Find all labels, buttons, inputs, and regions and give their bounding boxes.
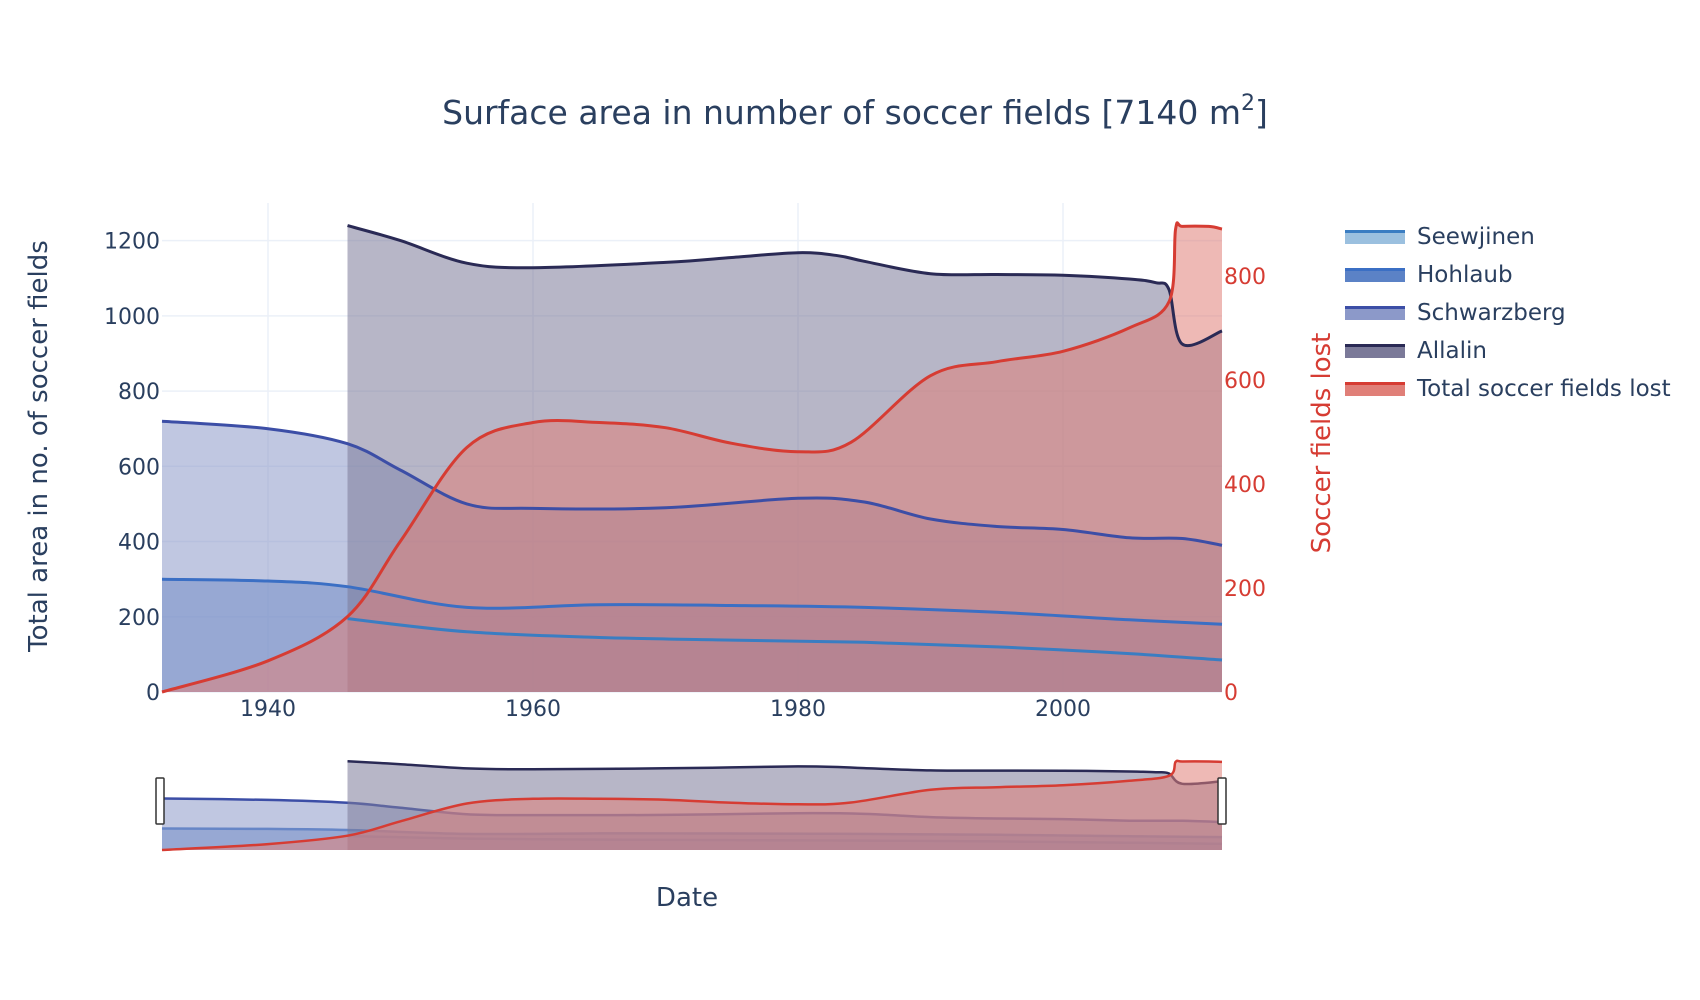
- legend-item-schwarzberg[interactable]: Schwarzberg: [1345, 294, 1671, 332]
- legend-label: Seewjinen: [1417, 224, 1535, 250]
- line-schwarzberg[interactable]: [161, 419, 1223, 547]
- chart-title-main: Surface area in number of soccer fields …: [442, 93, 1241, 132]
- mini-line-total-soccer-fields-lost: [161, 759, 1223, 852]
- legend-label: Allalin: [1417, 338, 1487, 364]
- y-tick-label: 0: [146, 681, 160, 706]
- y-tick-label: 800: [118, 380, 160, 405]
- y2-tick-label: 800: [1224, 265, 1266, 290]
- y-tick-label: 200: [118, 606, 160, 631]
- range-slider-right-handle[interactable]: [1217, 777, 1227, 825]
- legend-label: Hohlaub: [1417, 262, 1513, 288]
- line-allalin[interactable]: [347, 224, 1223, 348]
- y-tick-label: 1200: [104, 230, 160, 255]
- line-hohlaub[interactable]: [161, 577, 1223, 626]
- mini-line-allalin: [347, 760, 1223, 786]
- x-tick-label: 1960: [505, 697, 561, 722]
- legend-swatch: [1345, 268, 1405, 282]
- chart-title-sup: 2: [1241, 91, 1255, 116]
- legend-label: Schwarzberg: [1417, 300, 1566, 326]
- plot-areas[interactable]: [162, 222, 1222, 692]
- area-total-soccer-fields-lost[interactable]: [162, 222, 1222, 692]
- y-tick-label: 1000: [104, 305, 160, 330]
- y2-tick-label: 0: [1224, 681, 1238, 706]
- x-axis-ticks: 1940 1960 1980 2000: [240, 697, 1091, 722]
- mini-area-total-soccer-fields-lost: [162, 760, 1222, 850]
- x-tick-label: 1940: [240, 697, 296, 722]
- legend-swatch: [1345, 382, 1405, 396]
- legend-item-hohlaub[interactable]: Hohlaub: [1345, 256, 1671, 294]
- x-axis-title: Date: [656, 883, 718, 913]
- legend-label: Total soccer fields lost: [1417, 376, 1671, 402]
- y2-tick-label: 600: [1224, 369, 1266, 394]
- plot-lines[interactable]: [161, 221, 1223, 694]
- range-slider[interactable]: [155, 759, 1227, 852]
- legend-swatch: [1345, 344, 1405, 358]
- y2-tick-label: 400: [1224, 473, 1266, 498]
- legend-item-allalin[interactable]: Allalin: [1345, 332, 1671, 370]
- legend-item-seewjinen[interactable]: Seewjinen: [1345, 218, 1671, 256]
- chart-title: Surface area in number of soccer fields …: [442, 91, 1268, 132]
- y2-axis-ticks: 0 200 400 600 800: [1224, 265, 1266, 706]
- line-total-soccer-fields-lost[interactable]: [161, 221, 1223, 694]
- legend-swatch: [1345, 230, 1405, 244]
- y-axis-title: Total area in no. of soccer fields: [24, 240, 54, 653]
- chart-title-end: ]: [1255, 93, 1268, 132]
- y-tick-label: 600: [118, 455, 160, 480]
- y2-axis-title: Soccer fields lost: [1307, 333, 1337, 554]
- x-tick-label: 2000: [1035, 697, 1091, 722]
- line-seewjinen[interactable]: [347, 617, 1223, 662]
- legend-swatch: [1345, 306, 1405, 320]
- range-slider-left-handle[interactable]: [155, 777, 165, 825]
- legend-item-total-soccer-fields-lost[interactable]: Total soccer fields lost: [1345, 370, 1671, 408]
- legend: Seewjinen Hohlaub Schwarzberg Allalin Total …: [1345, 218, 1671, 408]
- y-tick-label: 400: [118, 531, 160, 556]
- x-tick-label: 1980: [770, 697, 826, 722]
- y2-tick-label: 200: [1224, 577, 1266, 602]
- y-axis-ticks: 0 200 400 600 800 1000 1200: [104, 230, 160, 706]
